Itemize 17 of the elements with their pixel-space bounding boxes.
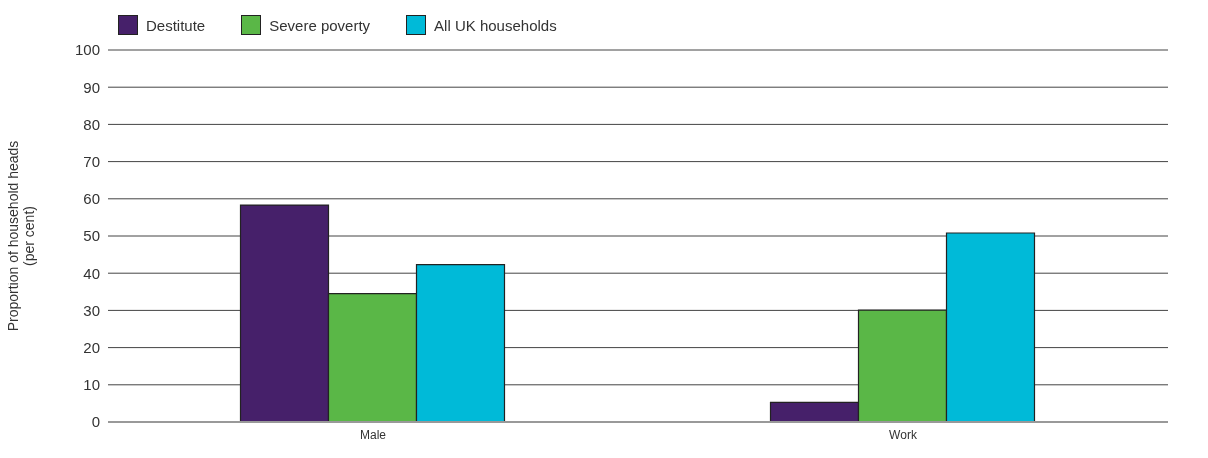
y-tick-label: 100 bbox=[74, 41, 100, 59]
legend-label: All UK households bbox=[434, 16, 557, 34]
x-tick-label: Male bbox=[359, 427, 387, 442]
y-tick-label: 40 bbox=[83, 264, 100, 282]
y-tick-label: 20 bbox=[83, 338, 100, 356]
y-tick-label: 0 bbox=[91, 413, 100, 431]
y-tick-label: 90 bbox=[83, 78, 100, 96]
legend-label: Destitute bbox=[146, 16, 206, 34]
y-tick-label: 70 bbox=[83, 152, 100, 170]
y-tick-label: 10 bbox=[83, 376, 100, 394]
y-tick-label: 60 bbox=[83, 190, 100, 208]
y-tick-label: 30 bbox=[83, 301, 100, 319]
x-tick-label: Work bbox=[889, 427, 918, 442]
legend-label: Severe poverty bbox=[269, 16, 371, 34]
y-tick-label: 80 bbox=[83, 115, 100, 133]
y-axis-title: Proportion of household heads (per cent) bbox=[5, 140, 37, 332]
y-tick-label: 50 bbox=[83, 227, 100, 245]
